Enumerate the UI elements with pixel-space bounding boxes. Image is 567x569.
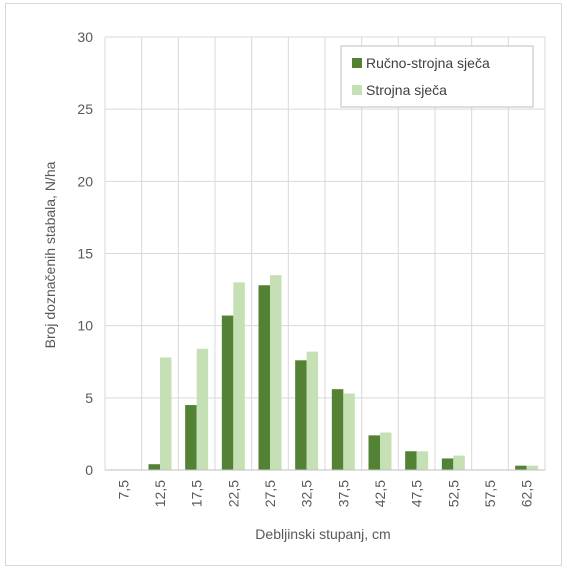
x-tick-label: 32,5	[299, 480, 315, 507]
legend-swatch-rucno-strojna	[352, 58, 362, 68]
y-tick-label: 15	[77, 246, 93, 262]
bar-strojna-11	[526, 465, 539, 470]
x-tick-label: 47,5	[409, 480, 425, 507]
legend-swatch-strojna	[352, 85, 362, 95]
legend: Ručno-strojna sječa Strojna sječa	[340, 45, 534, 108]
bar-rucno-strojna-1	[148, 464, 160, 470]
bar-rucno-strojna-11	[515, 465, 527, 470]
legend-label-strojna: Strojna sječa	[366, 82, 447, 98]
x-tick-label: 17,5	[189, 480, 205, 507]
x-axis-title: Debljinski stupanj, cm	[255, 526, 390, 542]
bar-strojna-9	[453, 455, 465, 470]
y-tick-label: 10	[77, 318, 93, 334]
bar-strojna-6	[343, 393, 355, 470]
y-tick-label: 5	[85, 390, 93, 406]
x-tick-label: 12,5	[152, 480, 168, 507]
y-tick-label: 30	[77, 29, 93, 45]
bar-rucno-strojna-5	[295, 360, 307, 470]
bars	[148, 275, 539, 470]
bar-strojna-8	[416, 451, 429, 470]
bar-rucno-strojna-9	[441, 458, 454, 470]
bar-rucno-strojna-7	[368, 435, 380, 470]
y-tick-label: 25	[77, 101, 93, 117]
bar-strojna-7	[380, 432, 392, 470]
y-axis-title: Broj doznačenih stabala, N/ha	[42, 161, 58, 348]
x-tick-label: 37,5	[335, 480, 351, 507]
gridlines	[104, 36, 546, 470]
x-tick-label: 7,5	[115, 480, 131, 500]
y-tick-label: 20	[77, 173, 93, 189]
bar-strojna-1	[160, 357, 172, 470]
bar-strojna-4	[270, 275, 282, 470]
legend-label-rucno-strojna: Ručno-strojna sječa	[366, 55, 490, 71]
x-tick-label: 57,5	[482, 480, 498, 507]
x-tick-label: 62,5	[519, 480, 535, 507]
bar-strojna-3	[233, 282, 245, 470]
y-tick-labels: 0 5 10 15 20 25 30	[77, 29, 93, 478]
y-tick-label: 0	[85, 462, 93, 478]
legend-box	[340, 45, 534, 108]
bar-rucno-strojna-4	[258, 285, 270, 470]
x-tick-label: 52,5	[445, 480, 461, 507]
bar-strojna-5	[306, 351, 319, 470]
x-tick-label: 42,5	[372, 480, 388, 507]
bar-rucno-strojna-8	[405, 451, 417, 470]
x-tick-label: 22,5	[225, 480, 241, 507]
bar-rucno-strojna-6	[331, 389, 344, 470]
bar-rucno-strojna-2	[185, 405, 197, 470]
bar-strojna-2	[196, 348, 209, 470]
bar-rucno-strojna-3	[221, 315, 234, 470]
x-tick-label: 27,5	[262, 480, 278, 507]
x-tick-labels: 7,5 12,5 17,5 22,5 27,5 32,5 37,5 42,5 47,5 52,5 5…	[115, 480, 534, 507]
